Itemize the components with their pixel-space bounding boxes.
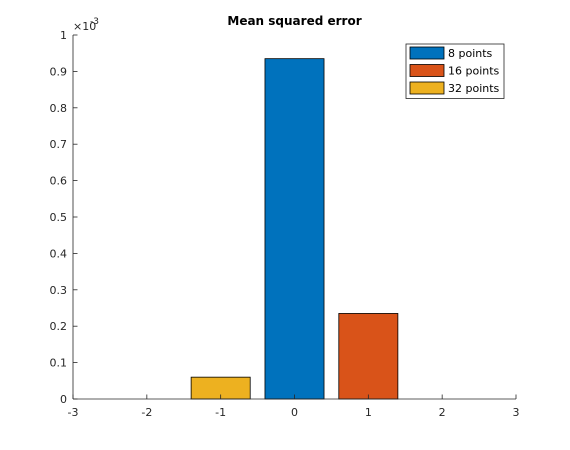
y-tick-label: 0.1: [50, 357, 68, 370]
legend-label: 32 points: [448, 82, 500, 95]
y-exponent-base: ×10: [73, 20, 96, 33]
x-tick-label: 0: [291, 406, 298, 419]
y-ticks-group: 0 0.1 0.2 0.3 0.4 0.5 0.6 0.7 0.8 0.9 1: [50, 29, 78, 406]
y-tick-label: 0.2: [50, 320, 68, 333]
legend-swatch: [409, 46, 445, 60]
y-tick-label: 0.5: [50, 211, 68, 224]
y-tick-label: 0.4: [50, 247, 68, 260]
x-tick-label: 1: [365, 406, 372, 419]
x-tick-label: 3: [513, 406, 520, 419]
y-tick-label: 1: [60, 29, 67, 42]
x-tick-label: -2: [141, 406, 152, 419]
y-tick-label: 0: [60, 393, 67, 406]
legend-label: 16 points: [448, 65, 500, 78]
y-exponent-power: -3: [90, 17, 99, 27]
legend-swatch: [409, 64, 445, 77]
bars-group: [190, 58, 399, 400]
y-tick-label: 0.9: [50, 65, 68, 78]
legend: 8 points 16 points 32 points: [405, 43, 505, 99]
bar-8-points: [264, 58, 325, 400]
x-tick-label: -1: [215, 406, 226, 419]
y-tick-label: 0.8: [50, 102, 68, 115]
x-tick-label: 2: [439, 406, 446, 419]
y-tick-label: 0.6: [50, 175, 68, 188]
y-tick-label: 0.7: [50, 138, 68, 151]
y-tick-label: 0.3: [50, 284, 68, 297]
x-ticks-group: -3 -2 -1 0 1 2 3: [68, 394, 520, 419]
x-tick-label: -3: [68, 406, 79, 419]
legend-swatch: [409, 81, 445, 95]
bar-16-points: [338, 313, 399, 400]
legend-label: 8 points: [448, 47, 493, 60]
chart-title: Mean squared error: [227, 14, 361, 28]
